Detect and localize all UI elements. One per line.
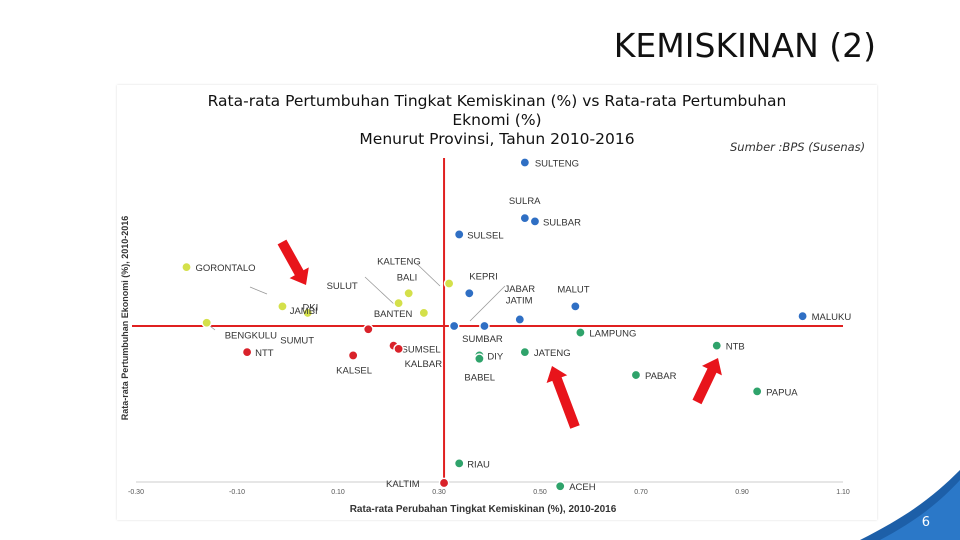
point-kalteng bbox=[443, 278, 455, 289]
point-bengkulu bbox=[201, 317, 212, 329]
point-gorontalo bbox=[181, 261, 192, 273]
label-sulsel: SULSEL bbox=[467, 230, 503, 241]
point-bali bbox=[403, 287, 415, 299]
x-tick-label: 0.50 bbox=[533, 489, 547, 496]
label-bengkulu: BENGKULU bbox=[225, 331, 277, 342]
corner-decoration bbox=[860, 470, 960, 540]
label-jatim: JATIM bbox=[506, 295, 533, 306]
label-maluku: MALUKU bbox=[812, 312, 852, 323]
point-dki bbox=[277, 301, 288, 312]
label-sulteng: SULTENG bbox=[535, 159, 579, 170]
label-diy: DIY bbox=[487, 351, 504, 362]
label-ntb: NTB bbox=[726, 342, 745, 353]
label-bali: BALI bbox=[397, 272, 418, 283]
point-aceh bbox=[554, 480, 566, 492]
point-sulra bbox=[519, 212, 531, 224]
label-papua: PAPUA bbox=[766, 387, 798, 398]
label-dki: DKI bbox=[302, 302, 318, 313]
label-babel: BABEL bbox=[464, 373, 495, 384]
x-tick-label: 0.70 bbox=[634, 489, 648, 496]
point-malut bbox=[570, 301, 581, 312]
label-kepri: KEPRI bbox=[469, 271, 498, 282]
point-jabar bbox=[479, 320, 490, 332]
label-kalteng: KALTENG bbox=[377, 256, 421, 267]
point-papua bbox=[751, 386, 763, 397]
chart-title-background bbox=[117, 85, 877, 137]
leader-line bbox=[416, 263, 441, 287]
point-banten bbox=[418, 307, 430, 319]
point-lampung bbox=[575, 327, 586, 338]
point-sumbar bbox=[448, 320, 460, 332]
point-kepri bbox=[463, 287, 475, 299]
x-tick-label: 0.10 bbox=[331, 489, 345, 496]
point-maluku bbox=[797, 310, 808, 322]
chart-title-line-3: Menurut Provinsi, Tahun 2010-2016 bbox=[359, 130, 635, 148]
label-jateng: JATENG bbox=[534, 348, 571, 359]
label-sumut: SUMUT bbox=[280, 335, 314, 346]
label-jabar: JABAR bbox=[504, 284, 535, 295]
label-lampung: LAMPUNG bbox=[589, 329, 636, 340]
arrow-right bbox=[692, 358, 722, 405]
point-sulbar bbox=[529, 216, 541, 227]
x-tick-label: -0.10 bbox=[229, 489, 245, 496]
chart-source: Sumber :BPS (Susenas) bbox=[730, 140, 866, 154]
leader-line bbox=[469, 285, 506, 322]
label-banten: BANTEN bbox=[374, 309, 413, 320]
x-tick-label: 0.30 bbox=[432, 489, 446, 496]
chart-title-line-2: Eknomi (%) bbox=[452, 111, 542, 129]
point-pabar bbox=[630, 369, 642, 381]
label-sulra: SULRA bbox=[509, 196, 541, 207]
label-kalsel: KALSEL bbox=[336, 365, 372, 376]
point-babel bbox=[474, 353, 485, 365]
point-sumut bbox=[362, 323, 374, 335]
label-jambi: JAMBI bbox=[290, 306, 318, 317]
arrow-left bbox=[277, 239, 309, 285]
point-kalsel bbox=[347, 350, 359, 361]
label-kalbar: KALBAR bbox=[405, 359, 443, 370]
arrow-middle bbox=[546, 366, 580, 429]
label-sulbar: SULBAR bbox=[543, 217, 581, 228]
point-jambi bbox=[302, 307, 314, 319]
slide-title: KEMISKINAN (2) bbox=[613, 26, 876, 65]
chart-panel bbox=[117, 85, 877, 520]
page-number: 6 bbox=[921, 515, 930, 530]
point-ntb bbox=[711, 340, 723, 351]
y-axis-label: Rata-rata Pertumbuhan Ekonomi (%), 2010-… bbox=[120, 216, 130, 421]
x-tick-label: -0.30 bbox=[128, 489, 144, 496]
leader-line bbox=[364, 276, 396, 306]
label-sulut: SULUT bbox=[327, 281, 358, 292]
label-sumbar: SUMBAR bbox=[462, 334, 503, 345]
x-axis-label: Rata-rata Perubahan Tingkat Kemiskinan (… bbox=[350, 504, 617, 515]
chart-title-line-1: Rata-rata Pertumbuhan Tingkat Kemiskinan… bbox=[207, 92, 787, 110]
label-malut: MALUT bbox=[557, 284, 589, 295]
label-riau: RIAU bbox=[467, 459, 490, 470]
label-sumsel: SUMSEL bbox=[402, 345, 441, 356]
point-sulut bbox=[393, 297, 404, 309]
leader-line bbox=[249, 286, 268, 295]
x-tick-label: 0.90 bbox=[735, 489, 749, 496]
point-kaltim bbox=[438, 477, 450, 489]
point-sulteng bbox=[519, 157, 531, 168]
label-aceh: ACEH bbox=[569, 482, 596, 493]
label-gorontalo: GORONTALO bbox=[196, 263, 256, 274]
point-riau bbox=[453, 458, 465, 469]
point-jateng bbox=[519, 346, 531, 358]
point-ntt bbox=[241, 346, 253, 358]
label-pabar: PABAR bbox=[645, 371, 677, 382]
point-kalbar bbox=[393, 343, 404, 355]
x-tick-label: 1.10 bbox=[836, 489, 850, 496]
label-kaltim: KALTIM bbox=[386, 479, 420, 490]
point-sulsel bbox=[453, 229, 465, 240]
chart-title: Rata-rata Pertumbuhan Tingkat Kemiskinan… bbox=[117, 92, 877, 149]
point-jatim bbox=[514, 314, 526, 325]
label-ntt: NTT bbox=[255, 348, 274, 359]
